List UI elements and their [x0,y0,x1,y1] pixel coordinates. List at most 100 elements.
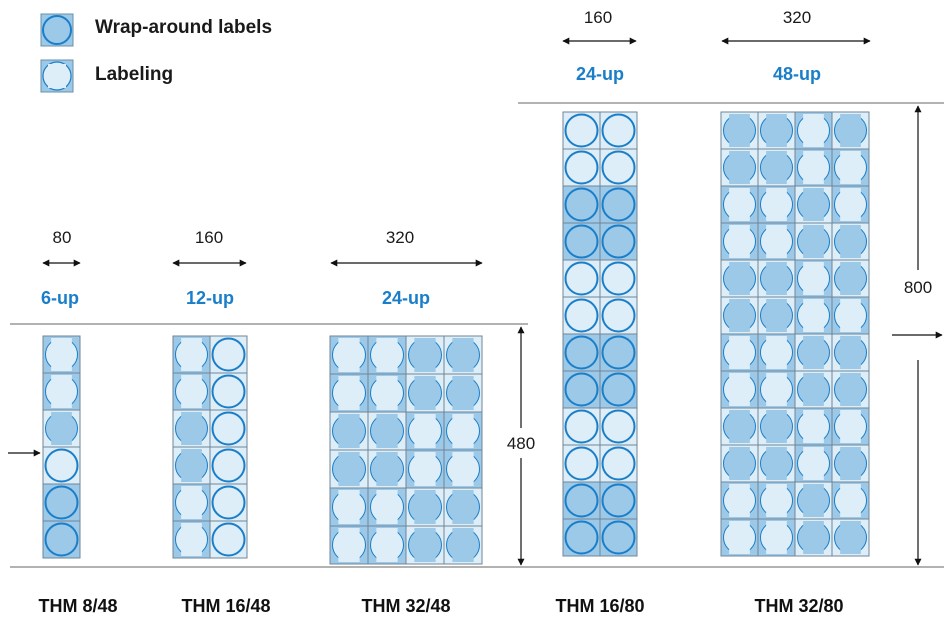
wrap-around-cell [599,333,638,372]
labeling-cell [831,296,870,335]
labeling-cell [720,518,759,557]
labeling-cell [794,148,833,187]
labeling-cell [794,481,833,520]
labeling-cell [209,520,248,559]
labeling-cell [172,409,211,448]
labeling-cell [367,525,407,565]
labeling-cell [172,446,211,485]
labeling-cell [599,407,638,446]
labeling-cell [42,372,81,411]
labeling-cell [831,518,870,557]
format-label-thm-32-48: 24-up [382,288,430,308]
labeling-cell [757,407,796,446]
wrap-around-cell [599,481,638,520]
labeling-cell [209,409,248,448]
labeling-cell [329,373,369,413]
labeling-cell [405,411,445,451]
labeling-cell [757,481,796,520]
labeling-cell [794,407,833,446]
labeling-cell [720,148,759,187]
wrap-around-cell [562,518,601,557]
labeling-cell [831,259,870,298]
labeling-cell [831,333,870,372]
labeling-cell [757,222,796,261]
labeling-cell [562,148,601,187]
cell-grid-thm-8-48 [42,335,81,559]
labeling-cell [794,111,833,150]
labeling-cell [367,487,407,527]
labeling-cell [172,372,211,411]
labeling-cell [794,444,833,483]
machine-name-thm-8-48: THM 8/48 [38,596,117,616]
labeling-cell [367,411,407,451]
labeling-cell [172,483,211,522]
labeling-cell [367,373,407,413]
cell-grid-thm-32-80 [720,111,870,557]
machine-name-thm-32-48: THM 32/48 [361,596,450,616]
labeling-cell [172,520,211,559]
cell-grid-thm-32-48 [329,335,483,565]
labeling-cell [562,259,601,298]
labeling-cell [599,296,638,335]
labeling-cell [367,335,407,375]
labeling-cell [405,449,445,489]
labeling-cell [757,111,796,150]
labeling-cell [794,518,833,557]
labeling-cell [405,525,445,565]
labeling-cell [720,370,759,409]
cell-grid-thm-16-80 [562,111,638,557]
labeling-cell [329,411,369,451]
labeling-cell [209,335,248,374]
format-label-thm-16-80: 24-up [576,64,624,84]
wrap-around-cell [42,520,81,559]
labeling-cell [42,409,81,448]
labeling-cell [720,481,759,520]
labeling-legend-icon [40,59,74,93]
labeling-cell [405,487,445,527]
labeling-cell [757,518,796,557]
labeling-cell [720,296,759,335]
labeling-cell [757,148,796,187]
width-value-thm-32-48: 320 [386,228,414,247]
labeling-cell [562,296,601,335]
labeling-cell [794,370,833,409]
labeling-cell [794,296,833,335]
labeling-cell [443,449,483,489]
wrap-around-cell [562,222,601,261]
width-value-thm-32-80: 320 [783,8,811,27]
machine-name-thm-16-48: THM 16/48 [181,596,270,616]
labeling-cell [831,148,870,187]
wrap-around-cell [599,222,638,261]
labeling-cell [757,333,796,372]
labeling-cell [831,111,870,150]
wrap-around-cell [562,370,601,409]
wrap-around-legend-icon [40,13,74,47]
labeling-cell [831,481,870,520]
labeling-cell [42,446,81,485]
labeling-cell [720,259,759,298]
machine-name-thm-16-80: THM 16/80 [555,596,644,616]
labeling-cell [794,333,833,372]
legend-wrap-around-label: Wrap-around labels [95,17,273,38]
labeling-cell [720,444,759,483]
format-label-thm-16-48: 12-up [186,288,234,308]
labeling-cell [329,487,369,527]
labeling-cell [720,333,759,372]
labeling-cell [209,446,248,485]
width-value-thm-16-48: 160 [195,228,223,247]
labeling-cell [831,222,870,261]
labeling-cell [562,111,601,150]
labeling-cell [329,449,369,489]
labeling-cell [599,444,638,483]
wrap-around-cell [562,185,601,224]
cell-grid-thm-16-48 [172,335,248,559]
labeling-cell [443,487,483,527]
wrap-around-cell [599,518,638,557]
wrap-around-cell [599,185,638,224]
wrap-around-cell [562,333,601,372]
height-value-small: 480 [507,434,535,453]
wrap-around-cell [42,483,81,522]
labeling-cell [831,370,870,409]
labeling-cell [329,525,369,565]
